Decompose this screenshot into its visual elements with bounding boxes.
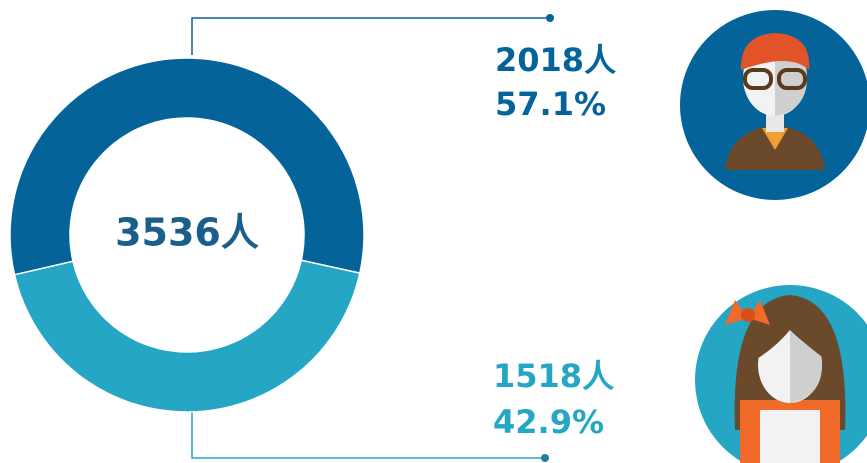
avatar-man	[680, 10, 867, 200]
connector-top	[191, 14, 554, 55]
value-label: 1518人	[493, 357, 614, 395]
donut-slice	[9, 57, 365, 276]
connector-bottom	[191, 410, 549, 462]
avatar-woman	[695, 285, 867, 463]
value-label: 2018人	[495, 41, 616, 79]
donut-slice	[13, 259, 361, 413]
percent-label: 42.9%	[493, 403, 604, 441]
donut	[9, 57, 365, 413]
percent-label: 57.1%	[495, 85, 606, 123]
center-label: 3536人	[115, 211, 259, 255]
